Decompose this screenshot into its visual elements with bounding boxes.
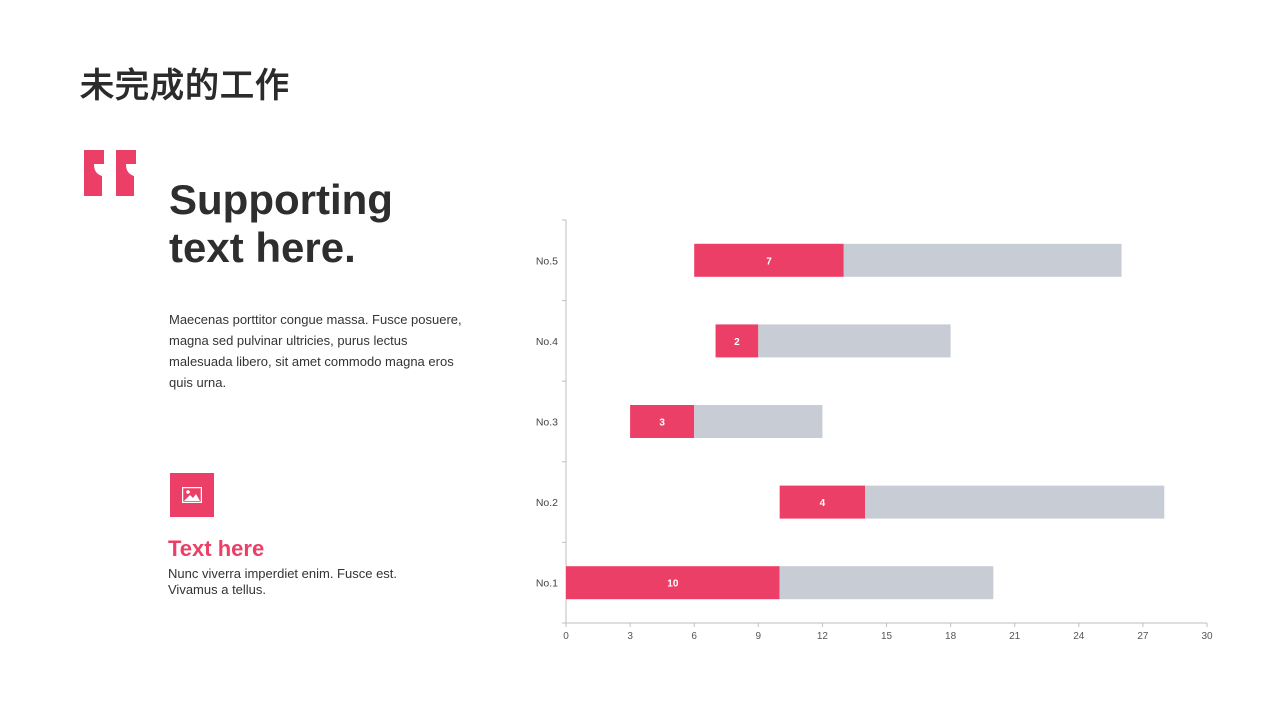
headline: Supporting text here. bbox=[169, 176, 499, 272]
bar-data-label: 4 bbox=[820, 498, 826, 509]
bar-chart: 0 3 6 9 12 15 18 21 24 27 30 No.1 10 No.2 4 No.3 3 No.4 2 N… bbox=[520, 210, 1230, 650]
body-paragraph: Maecenas porttitor congue massa. Fusce p… bbox=[169, 312, 462, 390]
x-tick-label: 21 bbox=[1009, 631, 1021, 642]
x-tick-label: 15 bbox=[881, 631, 893, 642]
x-tick-label: 18 bbox=[945, 631, 957, 642]
bar-data-label: 10 bbox=[667, 579, 679, 590]
x-tick-label: 30 bbox=[1201, 631, 1213, 642]
headline-line-2: text here. bbox=[169, 224, 356, 271]
bar-data-label: 7 bbox=[766, 256, 772, 267]
sub-title: Text here bbox=[168, 536, 265, 561]
bar-segment-remaining bbox=[865, 485, 1165, 519]
bar-segment-remaining bbox=[758, 324, 951, 358]
x-tick-label: 6 bbox=[691, 631, 697, 642]
chart-svg: 0 3 6 9 12 15 18 21 24 27 30 No.1 10 No.2 4 No.3 3 No.4 2 N… bbox=[536, 219, 1213, 642]
page-title: 未完成的工作 bbox=[80, 66, 290, 106]
quote-icon bbox=[80, 150, 144, 198]
x-tick-label: 24 bbox=[1073, 631, 1085, 642]
x-tick-label: 3 bbox=[627, 631, 633, 642]
bar-segment-value bbox=[630, 405, 695, 438]
y-category-label: No.2 bbox=[536, 497, 558, 509]
bar-segment-remaining bbox=[843, 243, 1122, 277]
x-tick-label: 12 bbox=[817, 631, 829, 642]
x-tick-label: 27 bbox=[1137, 631, 1149, 642]
headline-line-1: Supporting bbox=[169, 176, 393, 223]
y-category-label: No.1 bbox=[536, 578, 558, 590]
x-tick-label: 0 bbox=[563, 631, 569, 642]
y-category-label: No.5 bbox=[536, 255, 558, 267]
bar-segment-value bbox=[715, 324, 759, 358]
bar-segment-value bbox=[566, 566, 780, 600]
bar-segment-value bbox=[694, 243, 844, 277]
x-tick-label: 9 bbox=[756, 631, 762, 642]
y-category-label: No.3 bbox=[536, 417, 558, 429]
sub-text: Nunc viverra imperdiet enim. Fusce est. … bbox=[168, 566, 398, 597]
bar-segment-value bbox=[779, 485, 866, 519]
bar-data-label: 2 bbox=[734, 337, 740, 348]
bar-segment-remaining bbox=[694, 405, 823, 438]
bar-data-label: 3 bbox=[659, 418, 665, 429]
y-category-label: No.4 bbox=[536, 336, 558, 348]
image-icon bbox=[170, 473, 214, 517]
bar-segment-remaining bbox=[779, 566, 994, 600]
